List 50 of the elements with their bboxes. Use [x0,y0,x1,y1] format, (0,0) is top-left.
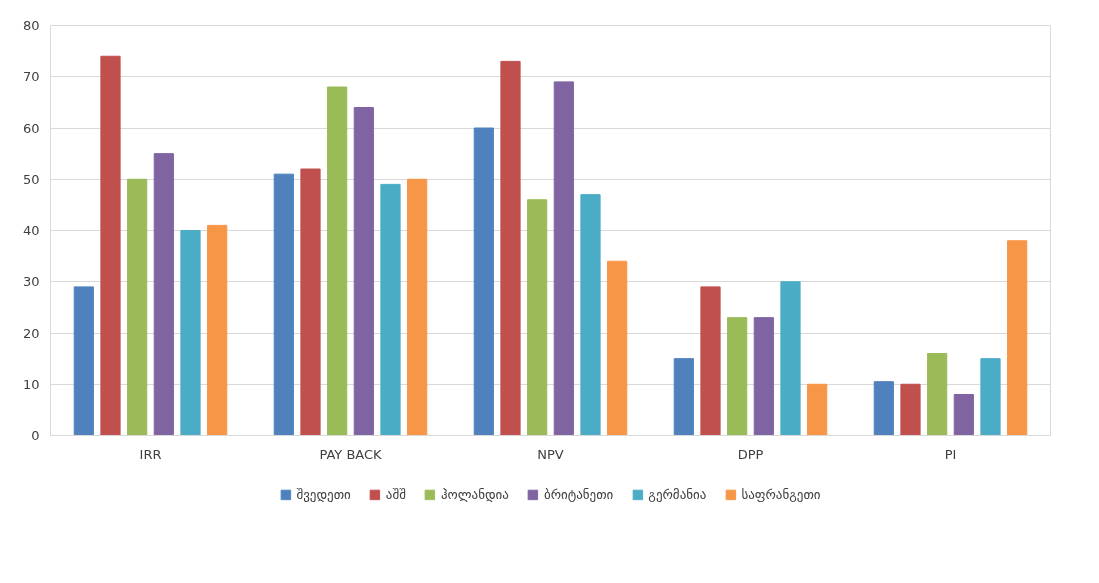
bar [700,286,721,436]
legend-label: საფრანგეთი [741,486,821,502]
bar [1007,240,1028,436]
bar [553,81,574,436]
bar [807,383,828,436]
bar [927,353,948,436]
bar [607,260,628,436]
bar [780,281,801,436]
x-tick-label: PAY BACK [319,446,383,462]
legend-label: შვედეთი [296,486,351,502]
y-tick-label: 50 [22,171,40,187]
bar [407,178,428,436]
x-tick-label: PI [944,446,957,462]
bar [500,60,521,436]
bar [527,199,548,436]
bar [727,317,748,436]
bar [873,381,894,436]
bar [100,55,121,436]
y-tick-label: 20 [22,325,40,341]
bar [980,358,1001,436]
legend-label: გერმანია [648,486,707,502]
bar [580,194,601,436]
bar [273,173,294,436]
bar [473,127,494,436]
bar [380,183,401,436]
bar [207,224,228,436]
bar [953,394,974,436]
bar [153,153,174,436]
legend-label: ჰოლანდია [440,486,509,502]
bar [673,358,694,436]
bar [73,286,94,436]
bar [353,107,374,436]
y-tick-label: 70 [22,69,40,85]
x-tick-label: NPV [537,446,564,462]
y-tick-label: 30 [22,274,40,290]
bar [127,178,148,436]
legend-label: აშშ [385,486,406,502]
y-tick-label: 10 [22,376,40,392]
bar [300,168,321,436]
bar [900,383,921,436]
y-tick-label: 60 [22,120,40,136]
x-tick-label: DPP [737,446,764,462]
bar [327,86,348,436]
bar [180,230,201,436]
y-tick-label: 80 [22,18,40,33]
y-tick-label: 0 [31,428,40,443]
bar [753,317,774,436]
y-tick-label: 40 [22,223,40,238]
x-tick-label: IRR [139,446,162,462]
legend-label: ბრიტანეთი [543,486,614,502]
